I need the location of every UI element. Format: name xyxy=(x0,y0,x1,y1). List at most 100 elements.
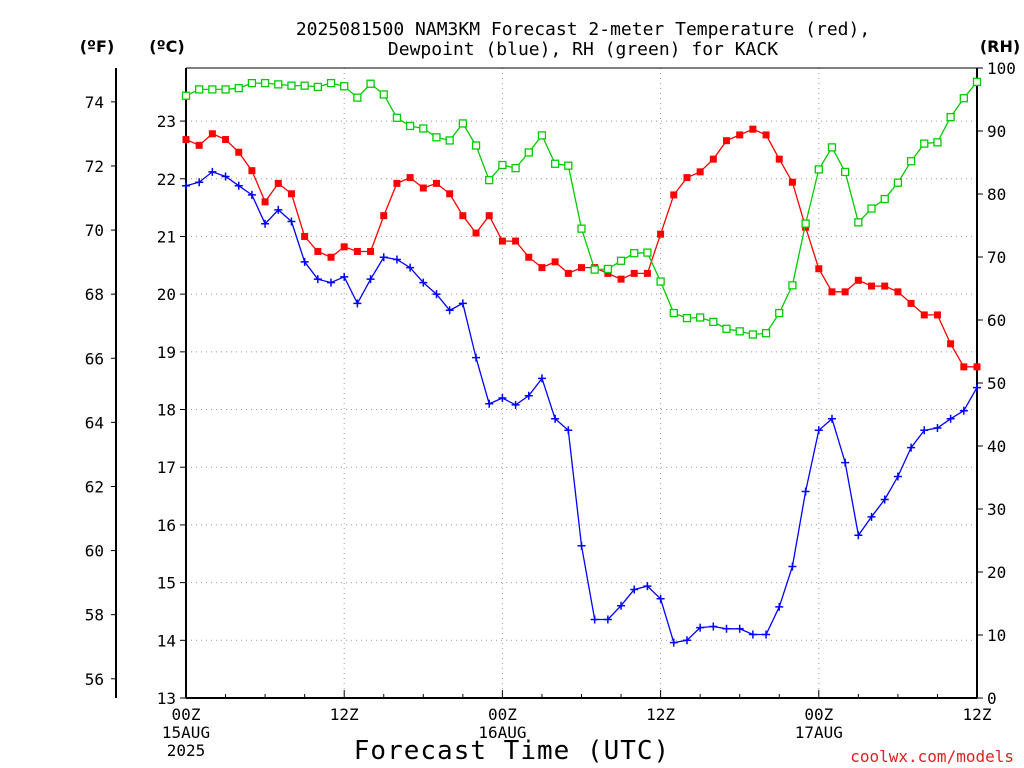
temperature-point xyxy=(472,229,480,237)
celsius-tick-label: 20 xyxy=(157,285,176,304)
rh-point xyxy=(260,78,270,88)
time-tick-label: 17AUG xyxy=(795,723,843,742)
dewpoint-point xyxy=(234,181,243,190)
temperature-point xyxy=(485,212,493,220)
rh-tick-label: 0 xyxy=(987,689,997,708)
dewpoint-point xyxy=(893,472,902,481)
temperature-point xyxy=(854,276,862,284)
dewpoint-point xyxy=(261,219,270,228)
dewpoint-point xyxy=(458,299,467,308)
dewpoint-point xyxy=(669,638,678,647)
rh-point xyxy=(775,308,784,318)
dewpoint-point xyxy=(907,443,916,452)
rh-point xyxy=(867,204,876,213)
temperature-point xyxy=(670,191,678,199)
temperature-point xyxy=(947,340,955,348)
dewpoint-point xyxy=(630,585,639,594)
celsius-tick-label: 16 xyxy=(157,516,176,535)
dewpoint-point xyxy=(524,391,533,400)
temperature-point xyxy=(960,363,968,371)
rh-point xyxy=(933,138,942,147)
dewpoint-point xyxy=(880,495,889,504)
temperature-point xyxy=(314,247,322,255)
dewpoint-point xyxy=(551,414,560,423)
celsius-tick-label: 22 xyxy=(157,170,176,189)
rh-point xyxy=(445,136,454,145)
dewpoint-point xyxy=(959,406,968,415)
rh-point xyxy=(920,139,929,148)
rh-point xyxy=(590,265,599,274)
time-tick-label: 12Z xyxy=(330,705,359,724)
time-tick-label: 00Z xyxy=(172,705,201,724)
fahrenheit-tick-label: 62 xyxy=(85,477,104,496)
rh-point xyxy=(735,327,744,336)
rh-point xyxy=(577,224,586,233)
fahrenheit-tick-label: 66 xyxy=(85,349,104,368)
temperature-point xyxy=(868,282,876,290)
dewpoint-point xyxy=(221,172,230,181)
temperature-point xyxy=(604,269,612,277)
rh-point xyxy=(564,161,573,170)
temperature-point xyxy=(630,269,638,277)
dewpoint-point xyxy=(814,426,823,435)
dewpoint-point xyxy=(603,615,612,624)
rh-point xyxy=(511,164,520,173)
grid xyxy=(186,68,977,698)
time-tick-label: 2025 xyxy=(167,741,206,760)
rh-point xyxy=(841,167,850,177)
dewpoint-line xyxy=(185,171,978,644)
dewpoint-point xyxy=(946,414,955,423)
dewpoint-point xyxy=(827,414,836,423)
rh-point xyxy=(498,160,507,170)
fahrenheit-tick-label: 64 xyxy=(85,413,104,432)
rh-point xyxy=(366,79,375,88)
dewpoint-point xyxy=(287,217,296,226)
credit-label: coolwx.com/models xyxy=(850,747,1014,766)
rh-point xyxy=(195,85,204,94)
temperature-point xyxy=(736,131,744,139)
temperature-point xyxy=(564,269,572,277)
rh-tick-label: 100 xyxy=(987,59,1016,78)
temperature-point xyxy=(512,237,520,245)
dewpoint-point xyxy=(182,181,190,190)
dewpoint-point xyxy=(735,624,744,633)
fahrenheit-tick-label: 68 xyxy=(85,285,104,304)
temperature-point xyxy=(222,136,230,144)
dewpoint-point xyxy=(208,167,217,176)
dewpoint-point xyxy=(274,205,283,214)
time-tick-label: 12Z xyxy=(646,705,675,724)
celsius-tick-label: 14 xyxy=(157,631,176,650)
rh-point xyxy=(181,91,191,100)
dewpoint-point xyxy=(709,622,718,631)
temperature-point xyxy=(208,130,216,138)
rh-point xyxy=(432,133,441,142)
temperature-point xyxy=(828,288,836,296)
temperature-point xyxy=(696,168,704,176)
temperature-point xyxy=(538,264,546,272)
celsius-tick-label: 21 xyxy=(157,227,176,246)
rh-point xyxy=(274,80,283,89)
celsius-tick-label: 18 xyxy=(157,401,176,420)
rh-point xyxy=(287,81,296,90)
dewpoint-point xyxy=(472,353,481,362)
temperature-point xyxy=(367,247,375,255)
temperature-point xyxy=(683,174,691,182)
rh-point xyxy=(419,124,428,133)
rh-point xyxy=(247,78,257,88)
dewpoint-point xyxy=(498,394,507,402)
dewpoint-point xyxy=(379,253,388,262)
rh-point xyxy=(682,313,692,323)
rh-point xyxy=(313,82,322,92)
dewpoint-point xyxy=(327,278,336,287)
temperature-point xyxy=(261,198,269,206)
fahrenheit-tick-label: 74 xyxy=(85,93,104,112)
temperature-point xyxy=(775,155,783,163)
celsius-unit-label: (ºC) xyxy=(149,37,184,56)
rh-point xyxy=(906,157,916,166)
celsius-tick-label: 13 xyxy=(157,689,176,708)
rh-point xyxy=(696,313,705,322)
rh-tick-label: 80 xyxy=(987,185,1006,204)
temperature-point xyxy=(459,212,467,220)
dewpoint-point xyxy=(722,624,731,633)
rh-point xyxy=(814,165,823,174)
